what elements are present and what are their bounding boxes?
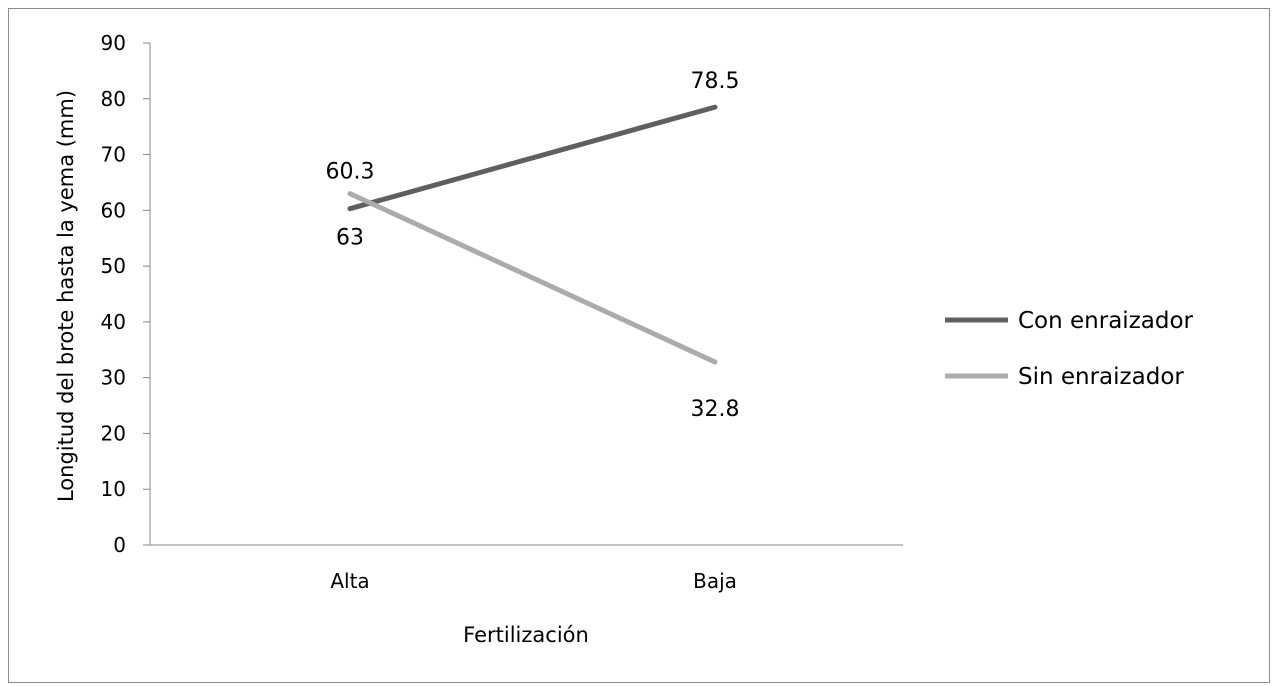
legend-label: Con enraizador [1018, 308, 1194, 334]
data-label: 78.5 [691, 69, 740, 94]
x-tick-labels: Alta Baja [330, 569, 737, 593]
legend-label: Sin enraizador [1018, 364, 1184, 390]
y-tick-labels: 0 10 20 30 40 50 60 70 80 90 [101, 31, 126, 557]
y-tick-label: 10 [101, 477, 126, 501]
y-tick-label: 50 [101, 254, 126, 278]
x-tick-label: Baja [693, 569, 737, 593]
series-lines [347, 104, 718, 365]
series-line [347, 104, 718, 212]
chart-frame [8, 8, 1270, 683]
y-tick-label: 80 [101, 87, 126, 111]
y-tick-label: 0 [113, 533, 126, 557]
data-label: 32.8 [691, 397, 740, 422]
data-label: 63 [336, 226, 364, 251]
y-tick-label: 60 [101, 198, 126, 222]
y-tick-label: 40 [101, 310, 126, 334]
legend: Con enraizador Sin enraizador [945, 308, 1194, 390]
y-tick-label: 30 [101, 366, 126, 390]
y-tick-label: 70 [101, 143, 126, 167]
axes [143, 42, 903, 546]
data-label: 60.3 [326, 160, 375, 185]
y-axis-title: Longitud del brote hasta la yema (mm) [54, 90, 78, 502]
x-axis-title: Fertilización [463, 623, 589, 647]
y-tick-label: 90 [101, 31, 126, 55]
data-labels: 63 78.5 60.3 32.8 [326, 69, 740, 422]
x-tick-label: Alta [330, 569, 369, 593]
series-line [347, 191, 718, 365]
y-tick-label: 20 [101, 421, 126, 445]
